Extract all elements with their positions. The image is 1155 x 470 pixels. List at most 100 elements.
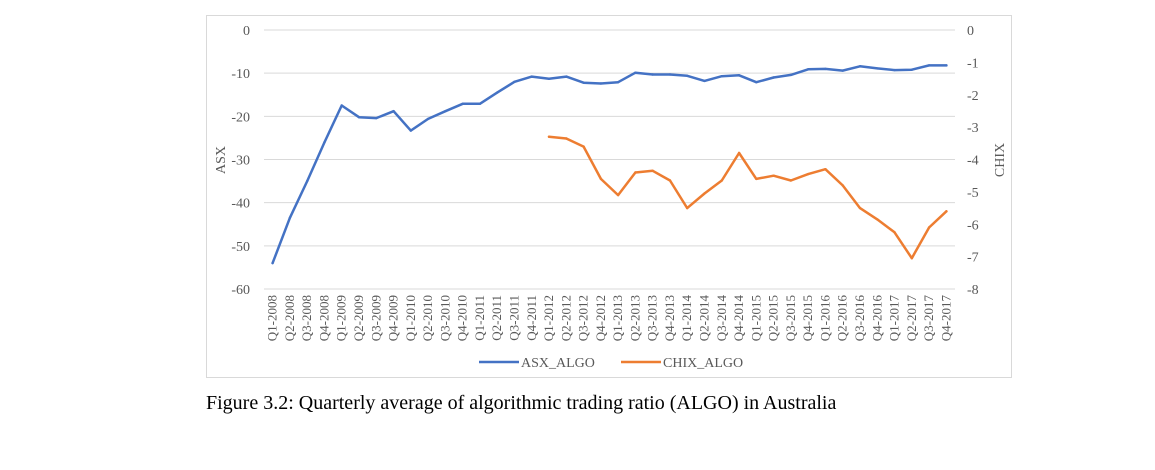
data-point xyxy=(478,102,482,106)
series-line-asx_algo xyxy=(271,64,948,265)
data-point xyxy=(271,261,274,265)
legend-label: ASX_ALGO xyxy=(521,356,595,371)
x-tick-label: Q1-2012 xyxy=(541,295,556,341)
data-point xyxy=(513,80,516,84)
x-tick-label: Q4-2016 xyxy=(869,295,884,342)
data-point xyxy=(789,179,793,182)
data-point xyxy=(565,75,568,78)
data-point xyxy=(927,226,931,229)
chart-svg: 0 -10 -20 -30 -40 -50 -60 0 -1 -2 -3 -4 -5 -6 -7 -8 Q1-2… xyxy=(214,24,1008,371)
y2-tick-label: -5 xyxy=(967,186,979,201)
x-tick-label: Q3-2017 xyxy=(921,295,936,342)
data-point xyxy=(807,172,810,176)
data-point xyxy=(444,110,447,113)
y-tick-label: -30 xyxy=(231,154,250,169)
legend-label: CHIX_ALGO xyxy=(663,356,743,371)
data-point xyxy=(858,206,862,210)
data-point xyxy=(599,177,603,181)
data-point xyxy=(582,145,585,148)
x-tick-label: Q3-2016 xyxy=(852,295,867,342)
data-point xyxy=(496,91,499,94)
y2-tick-label: -8 xyxy=(967,283,979,298)
data-point xyxy=(306,179,309,183)
y2-axis-title: CHIX xyxy=(993,143,1008,177)
data-point xyxy=(686,74,689,77)
data-point xyxy=(426,117,430,121)
x-tick-label: Q3-2015 xyxy=(783,295,798,341)
x-tick-label: Q3-2009 xyxy=(368,295,383,341)
x-tick-label: Q2-2014 xyxy=(697,295,712,342)
data-point xyxy=(755,81,758,84)
x-tick-label: Q2-2009 xyxy=(351,295,366,341)
data-point xyxy=(357,116,361,119)
x-tick-label: Q1-2008 xyxy=(265,295,280,341)
data-point xyxy=(910,68,913,71)
y2-tick-label: -4 xyxy=(967,154,979,169)
data-point xyxy=(720,75,723,78)
x-tick-label: Q4-2014 xyxy=(731,295,746,342)
data-point xyxy=(841,69,844,72)
y2-tick-label: -3 xyxy=(967,121,979,136)
data-point xyxy=(323,141,326,144)
y2-tick-label: 0 xyxy=(967,24,974,39)
x-tick-label: Q4-2009 xyxy=(386,295,401,341)
data-point xyxy=(547,135,551,138)
x-tick-label: Q1-2010 xyxy=(403,295,418,341)
y2-tick-label: -2 xyxy=(967,89,979,104)
data-point xyxy=(893,68,896,72)
x-tick-label: Q1-2015 xyxy=(748,295,763,341)
data-point xyxy=(824,168,827,171)
data-point xyxy=(737,151,741,155)
x-tick-label: Q1-2017 xyxy=(887,295,902,342)
x-tick-label: Q2-2013 xyxy=(627,295,642,341)
chart-area: 0 -10 -20 -30 -40 -50 -60 0 -1 -2 -3 -4 -5 -6 -7 -8 Q1-2… xyxy=(206,15,1012,378)
data-point xyxy=(582,81,585,84)
series-line-chix_algo xyxy=(547,135,948,260)
data-point xyxy=(910,257,913,260)
x-tick-label: Q3-2014 xyxy=(714,295,729,342)
x-tick-label: Q1-2014 xyxy=(679,295,694,342)
x-tick-label: Q3-2008 xyxy=(299,295,314,341)
x-tick-label: Q2-2008 xyxy=(282,295,297,341)
data-point xyxy=(616,81,620,84)
data-point xyxy=(599,82,603,85)
data-point xyxy=(668,179,672,182)
data-point xyxy=(668,73,672,76)
x-tick-label: Q2-2010 xyxy=(420,295,435,341)
y2-tick-label: -1 xyxy=(967,56,979,71)
data-point xyxy=(634,171,637,174)
data-point xyxy=(841,184,844,187)
data-point xyxy=(288,216,292,219)
data-point xyxy=(927,64,931,67)
x-tick-label: Q4-2017 xyxy=(938,295,953,342)
x-tick-label: Q4-2008 xyxy=(316,295,331,341)
x-tick-label: Q3-2010 xyxy=(437,295,452,341)
y2-tick-label: -7 xyxy=(967,251,979,266)
x-tick-label: Q4-2010 xyxy=(455,295,470,341)
data-point xyxy=(807,68,810,71)
x-tick-label: Q2-2012 xyxy=(558,295,573,341)
data-point xyxy=(893,231,896,234)
data-point xyxy=(616,193,620,197)
figure-caption: Figure 3.2: Quarterly average of algorit… xyxy=(206,392,837,414)
data-point xyxy=(772,76,775,79)
data-point xyxy=(720,179,723,182)
data-point xyxy=(772,174,775,177)
y-tick-label: 0 xyxy=(243,24,250,39)
x-tick-label: Q3-2013 xyxy=(645,295,660,341)
data-point xyxy=(340,104,343,107)
data-point xyxy=(703,79,706,83)
data-point xyxy=(686,206,689,210)
y-axis-title: ASX xyxy=(214,146,229,174)
x-tick-label: Q2-2015 xyxy=(766,295,781,341)
data-point xyxy=(530,75,533,78)
data-point xyxy=(565,137,568,140)
x-tick-label: Q2-2017 xyxy=(904,295,919,342)
x-tick-label: Q4-2012 xyxy=(593,295,608,341)
data-point xyxy=(375,116,378,120)
x-tick-label: Q3-2012 xyxy=(576,295,591,341)
data-point xyxy=(876,218,879,221)
data-point xyxy=(634,71,637,74)
data-point xyxy=(824,67,827,71)
y-tick-label: -50 xyxy=(231,240,250,255)
